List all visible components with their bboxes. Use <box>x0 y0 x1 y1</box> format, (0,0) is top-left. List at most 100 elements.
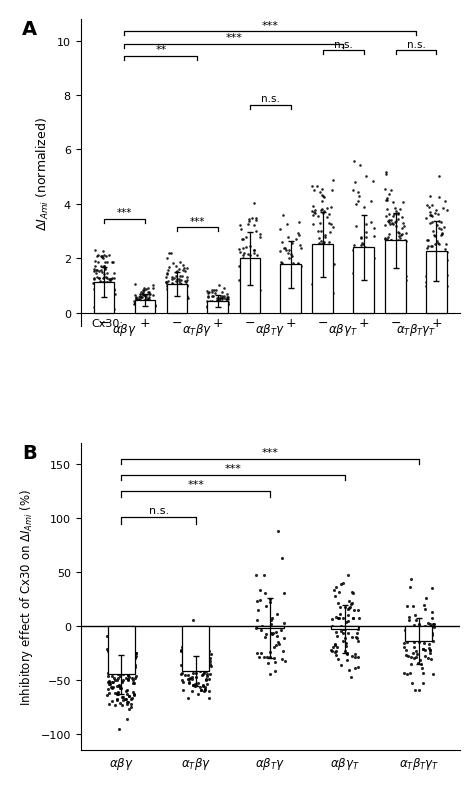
Point <box>101 264 109 277</box>
Point <box>339 612 347 625</box>
Point <box>102 271 109 284</box>
Point <box>440 271 448 284</box>
Point <box>121 645 128 658</box>
Point <box>347 670 355 683</box>
Point <box>388 214 395 227</box>
Point <box>401 268 408 281</box>
Point <box>388 234 395 247</box>
Point <box>412 650 420 663</box>
Point <box>192 666 200 679</box>
Point <box>178 645 185 658</box>
Point <box>409 677 416 690</box>
Point <box>107 290 114 303</box>
Point <box>389 196 396 209</box>
Point <box>353 267 360 280</box>
Point <box>145 291 153 304</box>
Point <box>209 286 216 299</box>
Point <box>390 241 398 253</box>
Point <box>344 609 352 622</box>
Point <box>185 673 193 686</box>
Point <box>206 297 214 310</box>
Point <box>191 651 199 664</box>
Point <box>90 277 98 290</box>
Point <box>393 266 401 279</box>
Point <box>360 295 367 308</box>
Point <box>318 190 326 203</box>
Point <box>255 292 263 305</box>
Point <box>443 238 450 251</box>
Point <box>441 243 449 256</box>
Point <box>122 685 129 698</box>
Point <box>108 683 116 695</box>
Point <box>422 629 430 642</box>
Point <box>110 664 118 677</box>
Point <box>118 650 126 663</box>
Point <box>421 602 429 615</box>
Point <box>401 666 408 679</box>
Point <box>342 639 350 652</box>
Point <box>297 268 304 281</box>
Point <box>113 657 121 670</box>
Point <box>329 221 337 233</box>
Point <box>355 252 363 265</box>
Point <box>145 302 152 314</box>
Point <box>172 270 180 283</box>
Point <box>202 656 210 669</box>
Point <box>428 240 435 253</box>
Point <box>104 299 112 312</box>
Point <box>359 252 366 265</box>
Point <box>381 233 389 246</box>
Point <box>142 291 150 304</box>
Point <box>382 168 390 181</box>
Point <box>318 196 326 209</box>
Point <box>348 597 356 610</box>
Point <box>132 646 140 659</box>
Point <box>128 671 136 684</box>
Point <box>132 670 139 683</box>
Point <box>128 698 135 711</box>
Point <box>402 649 410 662</box>
Point <box>111 699 118 711</box>
Point <box>142 290 150 302</box>
Point <box>388 248 395 261</box>
Point <box>394 207 401 220</box>
Point <box>254 294 262 306</box>
Text: **: ** <box>155 46 166 55</box>
Point <box>429 667 437 680</box>
Text: $\alpha\beta\gamma$: $\alpha\beta\gamma$ <box>112 322 137 338</box>
Point <box>109 681 117 694</box>
Point <box>252 226 259 239</box>
Text: n.s.: n.s. <box>407 40 426 50</box>
Point <box>398 245 405 257</box>
Point <box>394 234 402 247</box>
Point <box>143 302 151 315</box>
Point <box>164 265 172 277</box>
Point <box>318 184 326 196</box>
Point <box>434 235 441 248</box>
Point <box>295 229 302 242</box>
Point <box>124 695 131 708</box>
Point <box>383 237 390 249</box>
Point <box>295 217 303 229</box>
Point <box>382 194 390 207</box>
Point <box>320 205 328 218</box>
Point <box>104 645 112 658</box>
Point <box>393 240 401 253</box>
Point <box>321 232 329 245</box>
Point <box>258 619 265 632</box>
Point <box>391 217 399 229</box>
Point <box>427 644 434 657</box>
Point <box>385 209 393 221</box>
Point <box>218 295 226 308</box>
Point <box>100 249 108 262</box>
Point <box>439 269 447 282</box>
Point <box>270 652 278 665</box>
Point <box>347 597 355 610</box>
Point <box>140 294 147 306</box>
Point <box>125 674 132 687</box>
Point <box>401 641 408 654</box>
Point <box>197 662 205 674</box>
Point <box>206 295 214 308</box>
Point <box>182 629 189 642</box>
Point <box>319 248 327 261</box>
